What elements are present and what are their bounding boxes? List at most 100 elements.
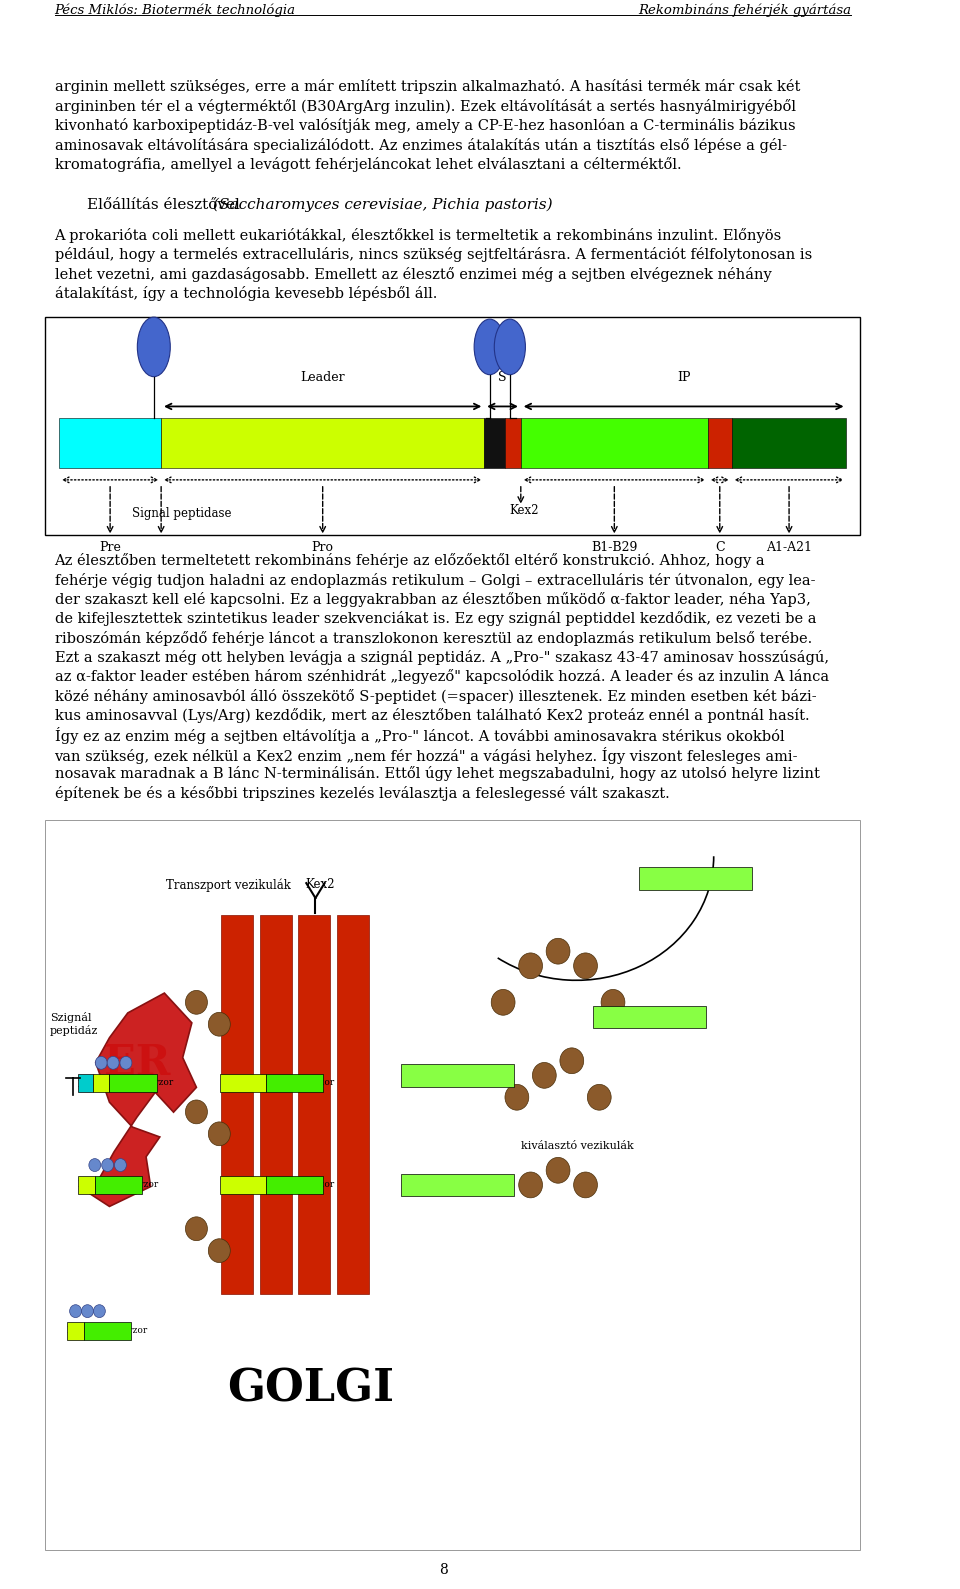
Circle shape: [102, 1158, 113, 1171]
Circle shape: [560, 1047, 584, 1074]
Text: 8: 8: [440, 1564, 448, 1576]
Text: Előállítás élesztővel: Előállítás élesztővel: [86, 199, 244, 211]
Circle shape: [82, 1305, 93, 1317]
Bar: [60, 418, 161, 469]
Bar: [93, 1074, 109, 1092]
Text: pro: pro: [93, 1079, 109, 1087]
Bar: [521, 418, 708, 469]
FancyBboxPatch shape: [400, 1065, 515, 1087]
Bar: [45, 820, 860, 1551]
Circle shape: [574, 1173, 597, 1198]
Text: nosavak maradnak a B lánc N-terminálisán. Ettől úgy lehet megszabadulni, hogy az: nosavak maradnak a B lánc N-terminálisán…: [55, 766, 820, 782]
Circle shape: [518, 1173, 542, 1198]
Text: Ezt a szakaszt még ott helyben levágja a szignál peptidáz. A „Pro-" szakasz 43-4: Ezt a szakaszt még ott helyben levágja a…: [55, 650, 828, 666]
Text: pro: pro: [235, 1181, 251, 1190]
Bar: [732, 418, 847, 469]
Text: pro: pro: [235, 1079, 251, 1087]
Circle shape: [588, 1084, 612, 1111]
Text: kiválasztó vezikulák: kiválasztó vezikulák: [521, 1141, 635, 1150]
Bar: [79, 1074, 93, 1092]
Text: Inzulin prekurzor: Inzulin prekurzor: [254, 1181, 334, 1190]
Circle shape: [492, 990, 515, 1015]
Text: például, hogy a termelés extracelluláris, nincs szükség sejtfeltárásra. A fermen: például, hogy a termelés extracelluláris…: [55, 248, 812, 262]
Bar: [95, 1176, 142, 1193]
Text: der szakaszt kell elé kapcsolni. Ez a leggyakrabban az élesztőben működő α-fakto: der szakaszt kell elé kapcsolni. Ez a le…: [55, 593, 810, 607]
Bar: [259, 915, 292, 1295]
Text: Az élesztőben termeltetett rekombináns fehérje az előzőektől eltérő konstrukció.: Az élesztőben termeltetett rekombináns f…: [55, 553, 765, 569]
Circle shape: [208, 1012, 230, 1036]
Circle shape: [185, 990, 207, 1014]
Text: az α-faktor leader estében három szénhidrát „legyező" kapcsolódik hozzá. A leade: az α-faktor leader estében három szénhid…: [55, 669, 828, 685]
Text: Signal peptidase: Signal peptidase: [132, 507, 231, 520]
Text: Inzulin prekurzor: Inzulin prekurzor: [607, 1012, 693, 1022]
Text: argininben tér el a végterméktől (B30ArgArg inzulin). Ezek eltávolítását a serté: argininben tér el a végterméktől (B30Arg…: [55, 99, 796, 114]
Text: Inzulin prekurzor: Inzulin prekurzor: [652, 874, 738, 882]
Text: Kex2: Kex2: [510, 504, 540, 516]
Bar: [79, 1176, 95, 1193]
Circle shape: [518, 953, 542, 979]
Text: Inzulin prekurzor: Inzulin prekurzor: [67, 1327, 148, 1335]
Text: Így ez az enzim még a sejtben eltávolítja a „Pro-" láncot. A további aminosavakr: Így ez az enzim még a sejtben eltávolítj…: [55, 728, 784, 745]
Circle shape: [208, 1122, 230, 1146]
Text: Pécs Miklós: Biotermék technológia: Pécs Miklós: Biotermék technológia: [55, 3, 296, 16]
Bar: [220, 1176, 266, 1193]
Text: lehet vezetni, ami gazdaságosabb. Emellett az élesztő enzimei még a sejtben elvé: lehet vezetni, ami gazdaságosabb. Emelle…: [55, 267, 771, 281]
Text: aminosavak eltávolítására specializálódott. Az enzimes átalakítás után a tisztít: aminosavak eltávolítására specializálódo…: [55, 138, 786, 153]
Text: pre: pre: [78, 1079, 93, 1087]
Bar: [221, 915, 253, 1295]
Text: Pro: Pro: [312, 542, 334, 555]
Circle shape: [185, 1100, 207, 1123]
Text: Inzulin prekurzor: Inzulin prekurzor: [79, 1181, 158, 1190]
Bar: [84, 1322, 132, 1340]
Text: IP: IP: [677, 370, 690, 383]
Text: B1-B29: B1-B29: [591, 542, 637, 555]
Circle shape: [574, 953, 597, 979]
Ellipse shape: [474, 319, 505, 375]
FancyBboxPatch shape: [638, 866, 753, 890]
Circle shape: [95, 1057, 108, 1069]
Circle shape: [505, 1084, 529, 1111]
Text: átalakítást, így a technológia kevesebb lépésből áll.: átalakítást, így a technológia kevesebb …: [55, 286, 437, 300]
Ellipse shape: [494, 319, 525, 375]
Circle shape: [93, 1305, 106, 1317]
Text: C: C: [715, 542, 725, 555]
Circle shape: [533, 1063, 556, 1088]
Text: fehérje végig tudjon haladni az endoplazmás retikulum – Golgi – extracelluláris : fehérje végig tudjon haladni az endoplaz…: [55, 572, 815, 588]
Bar: [506, 418, 521, 469]
Text: Inzulin prekurzor: Inzulin prekurzor: [93, 1079, 174, 1087]
Circle shape: [114, 1158, 127, 1171]
Circle shape: [208, 1239, 230, 1263]
Bar: [109, 1074, 157, 1092]
Text: pro: pro: [79, 1181, 94, 1190]
Bar: [708, 418, 732, 469]
Text: Inzulin prekurzor: Inzulin prekurzor: [414, 1181, 501, 1190]
FancyBboxPatch shape: [593, 1006, 707, 1028]
Text: arginin mellett szükséges, erre a már említett tripszin alkalmazható. A hasítási: arginin mellett szükséges, erre a már em…: [55, 79, 800, 94]
Text: Transzport vezikulák: Transzport vezikulák: [166, 879, 291, 891]
FancyBboxPatch shape: [400, 1174, 515, 1197]
Text: (Saccharomyces cerevisiae, Pichia pastoris): (Saccharomyces cerevisiae, Pichia pastor…: [213, 199, 553, 213]
Text: GOLGI: GOLGI: [228, 1368, 395, 1411]
Text: van szükség, ezek nélkül a Kex2 enzim „nem fér hozzá" a vágási helyhez. Így visz: van szükség, ezek nélkül a Kex2 enzim „n…: [55, 747, 798, 764]
Text: kivonható karboxipeptidáz-B-vel valósítják meg, amely a CP-E-hez hasonlóan a C-t: kivonható karboxipeptidáz-B-vel valósítj…: [55, 118, 795, 133]
Text: Leader: Leader: [300, 370, 345, 383]
Text: A1-A21: A1-A21: [766, 542, 812, 555]
Circle shape: [89, 1158, 101, 1171]
Ellipse shape: [137, 318, 170, 377]
Text: S: S: [498, 370, 507, 383]
Circle shape: [108, 1057, 119, 1069]
Text: Rekombináns fehérjék gyártása: Rekombináns fehérjék gyártása: [638, 3, 851, 16]
Circle shape: [601, 990, 625, 1015]
Circle shape: [70, 1305, 82, 1317]
Circle shape: [120, 1057, 132, 1069]
Text: de kifejlesztettek szintetikus leader szekvenciákat is. Ez egy szignál peptiddel: de kifejlesztettek szintetikus leader sz…: [55, 612, 816, 626]
Text: Szignál
peptidáz: Szignál peptidáz: [50, 1012, 98, 1036]
Text: Kex2: Kex2: [305, 879, 335, 891]
Bar: [220, 1074, 266, 1092]
Bar: [266, 1074, 323, 1092]
Bar: [67, 1322, 84, 1340]
Bar: [266, 1176, 323, 1193]
Text: Inzulin prekurzor: Inzulin prekurzor: [414, 1071, 501, 1081]
Text: közé néhány aminosavból álló összekötő S-peptidet (=spacer) illesztenek. Ez mind: közé néhány aminosavból álló összekötő S…: [55, 688, 816, 704]
Circle shape: [546, 939, 570, 965]
